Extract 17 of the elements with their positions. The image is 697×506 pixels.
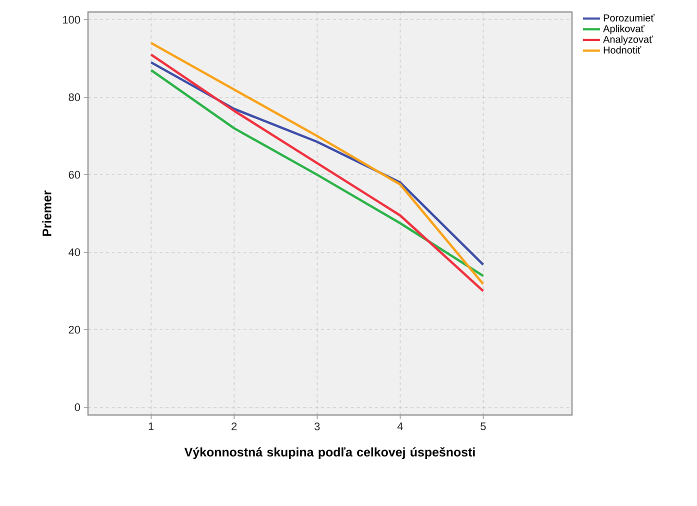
x-tick-label: 2 (232, 422, 237, 430)
y-tick-label: 20 (68, 326, 80, 334)
x-tick-label: 4 (397, 422, 403, 430)
legend-label: Analyzovať (603, 36, 653, 45)
y-tick-label: 100 (63, 16, 80, 24)
legend-label: Porozumieť (604, 14, 654, 22)
y-tick-label: 40 (68, 248, 80, 256)
legend-label: Hodnotiť (604, 46, 642, 54)
legend-label: Aplikovať (603, 24, 645, 34)
x-tick-label: 1 (148, 422, 154, 430)
y-tick-label: 80 (68, 93, 80, 102)
y-tick-label: 60 (68, 170, 80, 179)
x-tick-label: 5 (480, 422, 486, 430)
y-axis-title: Priemer (42, 190, 52, 236)
x-tick-label: 3 (314, 422, 320, 430)
y-tick-label: 0 (74, 403, 80, 412)
x-axis-title: Výkonnostná skupina podľa celkovej úspešnosti (184, 447, 475, 459)
